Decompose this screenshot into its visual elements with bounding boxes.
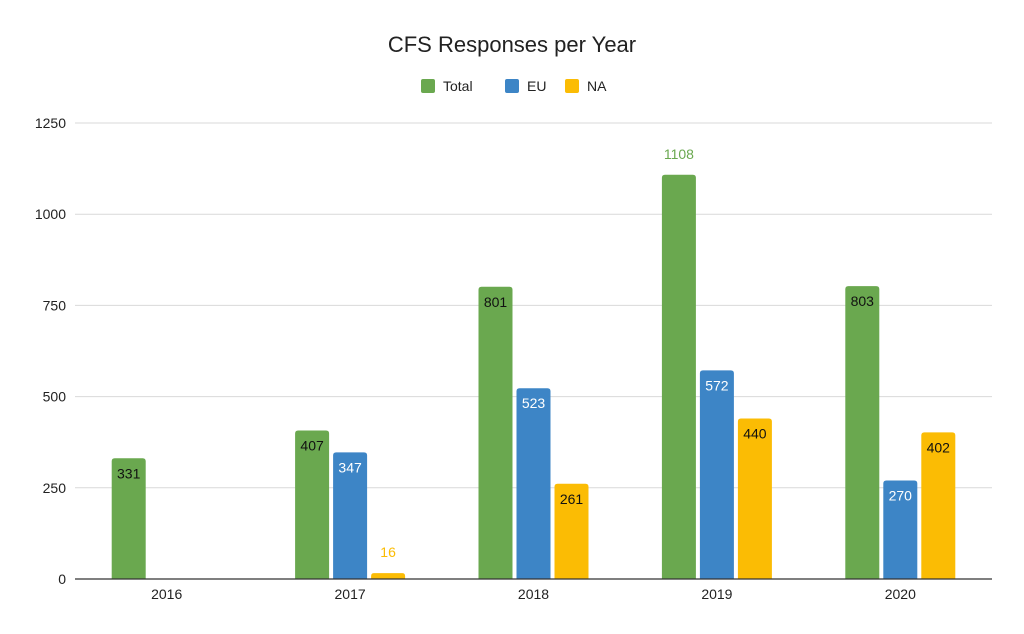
bar-na-2020	[921, 432, 956, 579]
bar-total-2018	[478, 286, 513, 579]
data-label-na-2019: 440	[743, 425, 767, 441]
bar-na-2018	[554, 483, 589, 579]
chart-title: CFS Responses per Year	[388, 32, 636, 57]
bars	[111, 174, 956, 579]
x-tick-label: 2017	[335, 586, 366, 602]
x-tick-label: 2020	[885, 586, 916, 602]
y-tick-label: 750	[43, 297, 67, 313]
bar-na-2017	[371, 573, 406, 579]
x-tick-label: 2018	[518, 586, 549, 602]
bar-eu-2019	[699, 370, 734, 579]
legend-label-na: NA	[587, 78, 607, 94]
bar-eu-2017	[333, 452, 368, 579]
legend: Total EU NA	[421, 78, 607, 94]
bar-total-2020	[845, 286, 880, 579]
bar-eu-2020	[883, 480, 918, 579]
data-label-total-2020: 803	[851, 293, 875, 309]
y-tick-label: 1250	[35, 115, 66, 131]
data-label-total-2018: 801	[484, 294, 508, 310]
y-tick-label: 0	[58, 571, 66, 587]
data-label-na-2017: 16	[380, 544, 396, 560]
bar-total-2017	[295, 430, 330, 579]
y-tick-label: 1000	[35, 206, 66, 222]
data-label-eu-2019: 572	[705, 377, 729, 393]
x-tick-label: 2019	[701, 586, 732, 602]
legend-swatch-eu	[505, 79, 519, 93]
x-tick-label: 2016	[151, 586, 182, 602]
bar-total-2019	[661, 174, 696, 579]
data-label-na-2020: 402	[927, 439, 951, 455]
data-label-na-2018: 261	[560, 491, 584, 507]
legend-swatch-na	[565, 79, 579, 93]
data-label-total-2017: 407	[300, 438, 324, 454]
data-labels: 331 407 347 16 801 523 261 1108 572 440 803 270 402	[117, 146, 950, 560]
y-axis: 0 250 500 750 1000 1250	[35, 115, 66, 587]
legend-label-eu: EU	[527, 78, 546, 94]
y-tick-label: 500	[43, 389, 67, 405]
data-label-total-2016: 331	[117, 465, 141, 481]
data-label-total-2019: 1108	[664, 146, 694, 162]
y-tick-label: 250	[43, 480, 67, 496]
bar-na-2019	[737, 418, 772, 579]
data-label-eu-2017: 347	[338, 459, 362, 475]
legend-swatch-total	[421, 79, 435, 93]
bar-eu-2018	[516, 388, 551, 579]
gridlines	[75, 122, 992, 489]
legend-label-total: Total	[443, 78, 473, 94]
bar-total-2016	[111, 458, 146, 579]
data-label-eu-2018: 523	[522, 395, 546, 411]
data-label-eu-2020: 270	[889, 488, 913, 504]
x-axis: 2016 2017 2018 2019 2020	[75, 578, 992, 602]
